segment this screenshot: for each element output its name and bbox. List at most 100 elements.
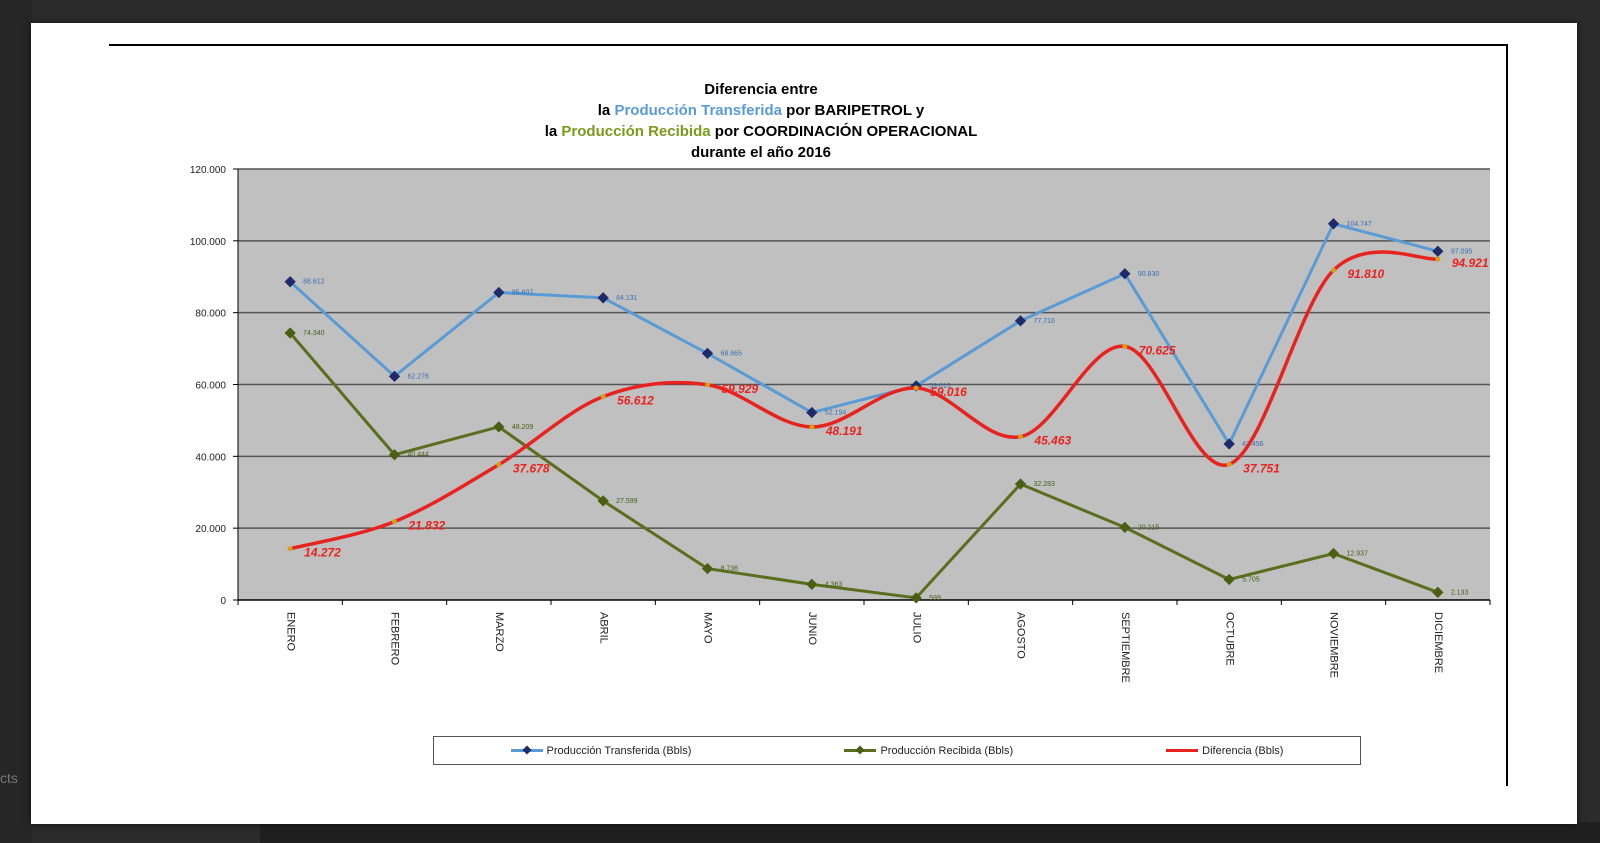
data-label: 48.209 [512, 424, 534, 431]
data-label: 43.456 [1242, 441, 1264, 448]
x-tick-label: NOVIEMBRE [1328, 612, 1340, 678]
data-label: 59.615 [929, 383, 951, 390]
title-line-2: la Producción Transferida por BARIPETROL… [597, 102, 925, 119]
data-label: 74.340 [303, 330, 325, 337]
series-line-transferida [289, 222, 1439, 448]
data-point [701, 347, 714, 360]
y-tick-label: 20.000 [195, 524, 226, 535]
x-tick-label: SEPTIEMBRE [1119, 612, 1131, 683]
data-point [287, 546, 293, 552]
data-point [1432, 586, 1444, 598]
y-tick-label: 40.000 [195, 452, 226, 463]
data-label: 21.832 [408, 519, 446, 533]
data-label: 599 [929, 595, 941, 602]
data-label: 37.678 [513, 462, 550, 476]
legend-swatch-green-icon [844, 745, 877, 755]
data-point [1435, 256, 1441, 262]
data-label: 84.131 [616, 295, 638, 302]
legend-label: Producción Transferida (Bbls) [546, 744, 692, 757]
data-label: 94.921 [1452, 256, 1489, 270]
data-label: 37.751 [1243, 461, 1280, 475]
data-label: 5.705 [1242, 577, 1260, 584]
background-thumbnails [260, 822, 1600, 843]
data-label: 104.747 [1347, 221, 1372, 228]
data-label: 48.191 [825, 424, 863, 438]
data-point [705, 382, 710, 388]
legend-item-transferida: Producción Transferida (Bbls) [510, 744, 692, 757]
y-tick-label: 0 [220, 596, 226, 607]
data-label: 77.716 [1034, 318, 1056, 325]
data-point [1122, 343, 1128, 349]
data-label: 12.937 [1347, 551, 1369, 558]
data-point [493, 286, 505, 299]
chart-title: Diferencia entre la Producción Transferi… [331, 79, 1191, 163]
y-tick-label: 100.000 [190, 237, 227, 248]
data-label: 32.283 [1034, 481, 1056, 488]
data-point [1327, 547, 1340, 560]
document-page: Diferencia entre la Producción Transferi… [31, 23, 1577, 824]
data-label: 8.736 [721, 566, 739, 573]
data-label: 59.016 [930, 385, 967, 399]
data-point [1223, 438, 1235, 450]
series-line-recibida [289, 332, 1439, 600]
data-point [1119, 521, 1131, 534]
data-point [1223, 573, 1235, 586]
chart-legend: Producción Transferida (Bbls) Producción… [433, 736, 1361, 765]
data-label: 45.463 [1034, 434, 1072, 448]
title-line-1: Diferencia entre [704, 81, 818, 98]
data-point [493, 421, 505, 433]
title-line-3: la Producción Recibida por COORDINACIÓN … [544, 123, 978, 140]
data-point [597, 495, 609, 507]
x-tick-label: MAYO [702, 612, 714, 644]
data-label: 27.599 [616, 498, 638, 505]
x-tick-label: JUNIO [806, 612, 818, 645]
right-border-line [1506, 44, 1508, 786]
data-label: 2.133 [1451, 589, 1469, 596]
background-text: cts [0, 770, 18, 786]
data-point [1327, 218, 1340, 230]
legend-item-diferencia: Diferencia (Bbls) [1166, 745, 1283, 757]
data-label: 97.095 [1451, 248, 1473, 255]
data-label: 20.215 [1138, 524, 1160, 531]
data-point [392, 519, 397, 525]
x-tick-label: ABRIL [597, 612, 609, 644]
data-point [388, 370, 401, 382]
y-tick-label: 60.000 [195, 381, 226, 392]
x-tick-label: OCTUBRE [1223, 612, 1235, 666]
top-border-line [109, 44, 1507, 46]
data-point [1014, 315, 1027, 327]
title-line-4: durante el año 2016 [690, 144, 832, 161]
data-point [1014, 478, 1027, 490]
legend-label: Producción Recibida (Bbls) [880, 744, 1014, 757]
data-label: 59.929 [722, 382, 759, 396]
data-label: 88.612 [303, 279, 325, 286]
data-point [597, 292, 609, 304]
data-label: 52.194 [825, 410, 847, 417]
x-tick-label: AGOSTO [1015, 612, 1027, 659]
data-label: 40.444 [408, 452, 430, 459]
data-point [600, 394, 606, 400]
data-label: 4.363 [825, 581, 843, 588]
legend-swatch-red-icon [1166, 749, 1199, 752]
data-label: 91.810 [1348, 267, 1385, 281]
data-point [1119, 268, 1131, 280]
background-strip [0, 0, 32, 843]
data-label: 68.665 [721, 350, 743, 357]
data-point [388, 449, 401, 461]
data-label: 62.276 [408, 373, 430, 380]
data-label: 14.272 [304, 546, 341, 560]
data-point [806, 578, 818, 590]
x-tick-label: FEBRERO [389, 612, 401, 666]
data-point [809, 424, 815, 430]
data-label: 90.830 [1138, 271, 1160, 278]
data-point [806, 406, 818, 419]
data-point [496, 462, 502, 468]
data-label: 85.607 [512, 290, 534, 297]
data-point [1018, 434, 1023, 440]
line-chart: 0 20.000 40.000 60.000 80.000 100.000 120.000 E… [190, 165, 1491, 683]
x-tick-label: ENERO [284, 612, 296, 652]
legend-label: Diferencia (Bbls) [1202, 744, 1284, 757]
data-point [701, 562, 714, 575]
x-tick-label: JULIO [910, 612, 922, 644]
x-tick-label: MARZO [493, 612, 505, 652]
